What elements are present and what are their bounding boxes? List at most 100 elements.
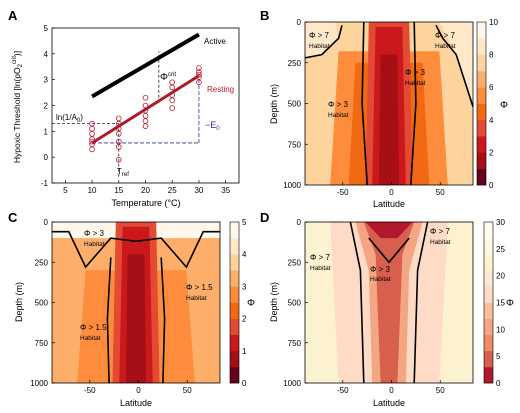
panel-d-labels: Φ > 7 Habitat Φ > 7 Habitat Φ > 3 Habita… (310, 227, 451, 283)
region-label: Φ > 1.5 (186, 283, 213, 292)
colorbar-swatch (484, 270, 493, 287)
data-point (142, 94, 149, 101)
region-label: Habitat (405, 80, 426, 87)
resting-line (91, 74, 200, 145)
panel-c-colorbar: 0 1 2 3 4 5 (229, 218, 247, 388)
panel-c-heatmap (52, 222, 220, 384)
region-label: Φ > 3 (328, 100, 349, 109)
colorbar-frame (476, 21, 487, 186)
y-tick-label: 0 (44, 153, 49, 162)
x-tick-label: -50 (84, 386, 96, 395)
y-tick-label: 0 (44, 218, 49, 227)
y-tick-label: 500 (35, 299, 49, 308)
panel-a-frame (51, 27, 240, 184)
x-tick-label: 0 (389, 188, 394, 197)
x-tick-label: 15 (114, 186, 123, 195)
region-label: Φ > 3 (84, 229, 105, 238)
panel-d-ylabel: Depth (m) (269, 282, 279, 322)
panel-b-heatmap (304, 21, 474, 186)
panel-a-guides (52, 51, 200, 178)
y-tick-label: 3 (44, 76, 49, 85)
panel-d-colorbar-label: Φ (506, 298, 514, 309)
heatmap-region (363, 222, 415, 383)
panel-a-ylabel: Hypoxic Threshold [ln(pO2crit)] (12, 51, 24, 163)
region-label: Habitat (80, 335, 101, 342)
colorbar-swatch (484, 318, 493, 335)
x-tick-label: 25 (168, 186, 177, 195)
habitat-contour (106, 257, 112, 384)
colorbar-swatch (230, 254, 239, 271)
panel-a-xlabel: Temperature (°C) (111, 198, 180, 208)
panel-d-colorbar: 0 5 10 15 20 25 30 (483, 218, 505, 388)
colorbar-swatch (230, 366, 239, 384)
y-tick-label: 1000 (283, 379, 301, 388)
region-label: Habitat (328, 112, 349, 119)
colorbar-tick-label: 8 (489, 51, 494, 60)
active-line (91, 32, 200, 99)
panel-c-xlabel: Latitude (120, 398, 152, 408)
colorbar-tick-label: 4 (489, 116, 494, 125)
colorbar-swatch (484, 222, 493, 239)
habitat-contour (413, 221, 429, 384)
colorbar-swatch (230, 270, 239, 287)
region-label: Habitat (310, 265, 331, 272)
panel-d-xlabel: Latitude (373, 398, 405, 408)
colorbar-swatch (477, 152, 486, 169)
panel-b-xlabel: Latitude (373, 199, 405, 209)
data-point (169, 105, 176, 111)
y-tick-label: 750 (288, 140, 302, 149)
habitat-contour (52, 230, 220, 269)
colorbar-tick-label: 10 (489, 18, 498, 27)
heatmap-region (125, 254, 147, 383)
colorbar-tick-label: 0 (242, 379, 247, 388)
x-tick-label: 20 (141, 186, 150, 195)
colorbar-swatch (230, 334, 239, 352)
colorbar-tick-label: 10 (496, 325, 505, 334)
y-tick-label: 250 (288, 59, 302, 68)
phi-crit-label: Φcrit (160, 72, 176, 83)
colorbar-tick-label: 5 (242, 218, 247, 227)
y-tick-label: 1000 (30, 379, 48, 388)
colorbar-swatch (477, 136, 486, 153)
data-point (169, 79, 176, 86)
x-tick-label: 0 (389, 386, 394, 395)
colorbar-frame (483, 221, 494, 384)
colorbar-tick-label: 20 (496, 272, 505, 281)
y-tick-label: 750 (35, 339, 49, 348)
colorbar-swatch (230, 350, 239, 368)
panel-c-letter: C (8, 210, 18, 225)
colorbar-tick-label: 5 (496, 352, 501, 361)
region-label: Φ > 1.5 (80, 323, 107, 332)
colorbar-swatch (484, 238, 493, 255)
data-point (115, 156, 122, 163)
y-tick-label: 4 (44, 50, 49, 59)
x-tick-label: 10 (88, 186, 97, 195)
habitat-contour (160, 257, 166, 384)
panel-c-colorbar-label: Φ (247, 298, 255, 309)
x-tick-label: 5 (63, 186, 68, 195)
region-label: Φ > 7 (310, 253, 331, 262)
colorbar-tick-label: 2 (242, 315, 247, 324)
panel-b-letter: B (260, 8, 269, 23)
colorbar-tick-label: 0 (496, 379, 501, 388)
region-label: Habitat (435, 43, 456, 50)
data-point (196, 69, 202, 75)
heatmap-region (365, 222, 413, 239)
colorbar-tick-label: 15 (496, 299, 505, 308)
y-tick-label: 250 (35, 258, 49, 267)
x-tick-label: 0 (136, 386, 141, 395)
habitat-contour (410, 21, 417, 186)
panel-d-letter: D (260, 210, 269, 225)
colorbar-swatch (477, 119, 486, 137)
region-label: Φ > 3 (370, 265, 391, 274)
colorbar-swatch (484, 366, 493, 384)
panel-b-labels: Φ > 7 Habitat Φ > 7 Habitat Φ > 3 Habita… (309, 31, 456, 119)
colorbar-swatch (230, 318, 239, 335)
y-tick-label: 1000 (283, 181, 301, 190)
habitat-contour (349, 221, 365, 384)
data-point (115, 138, 122, 145)
colorbar-frame (229, 221, 240, 384)
